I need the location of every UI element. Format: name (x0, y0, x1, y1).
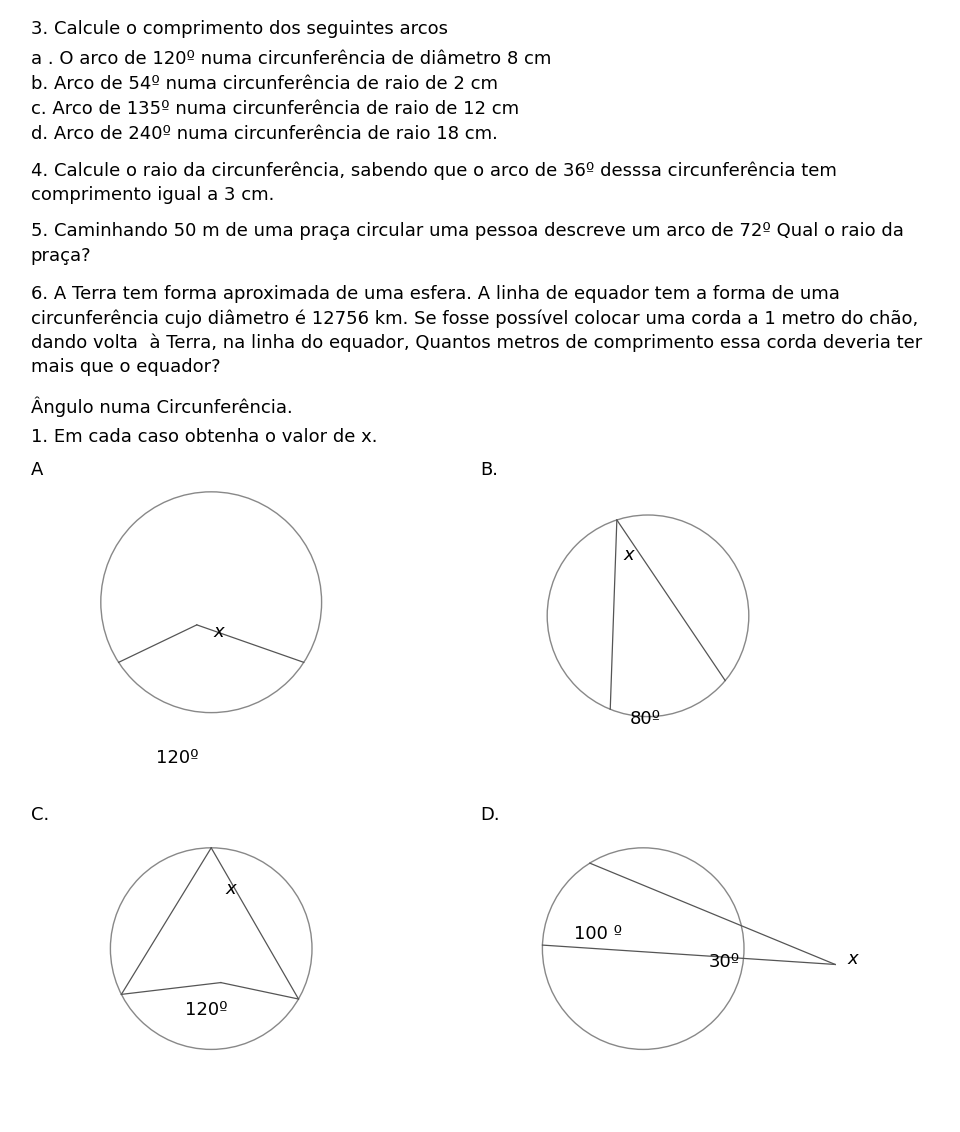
Text: A: A (31, 461, 43, 479)
Text: a . O arco de 120º numa circunferência de diâmetro 8 cm: a . O arco de 120º numa circunferência d… (31, 50, 551, 68)
Text: mais que o equador?: mais que o equador? (31, 358, 221, 376)
Text: 100 º: 100 º (574, 925, 622, 943)
Text: 6. A Terra tem forma aproximada de uma esfera. A linha de equador tem a forma de: 6. A Terra tem forma aproximada de uma e… (31, 285, 840, 303)
Text: x: x (213, 623, 225, 641)
Text: B.: B. (480, 461, 498, 479)
Text: 120º: 120º (156, 749, 199, 767)
Text: 5. Caminhando 50 m de uma praça circular uma pessoa descreve um arco de 72º Qual: 5. Caminhando 50 m de uma praça circular… (31, 222, 903, 240)
Text: 3. Calcule o comprimento dos seguintes arcos: 3. Calcule o comprimento dos seguintes a… (31, 20, 447, 38)
Text: b. Arco de 54º numa circunferência de raio de 2 cm: b. Arco de 54º numa circunferência de ra… (31, 75, 497, 93)
Text: x: x (623, 546, 635, 564)
Text: 30º: 30º (709, 953, 740, 971)
Text: x: x (225, 880, 236, 898)
Text: 80º: 80º (630, 710, 660, 728)
Text: x: x (847, 950, 858, 968)
Text: circunferência cujo diâmetro é 12756 km. Se fosse possível colocar uma corda a 1: circunferência cujo diâmetro é 12756 km.… (31, 309, 918, 327)
Text: C.: C. (31, 806, 49, 824)
Text: 4. Calcule o raio da circunferência, sabendo que o arco de 36º desssa circunferê: 4. Calcule o raio da circunferência, sab… (31, 162, 836, 180)
Text: c. Arco de 135º numa circunferência de raio de 12 cm: c. Arco de 135º numa circunferência de r… (31, 100, 518, 118)
Text: D.: D. (480, 806, 499, 824)
Text: d. Arco de 240º numa circunferência de raio 18 cm.: d. Arco de 240º numa circunferência de r… (31, 125, 497, 143)
Text: 120º: 120º (185, 1001, 228, 1019)
Text: 1. Em cada caso obtenha o valor de x.: 1. Em cada caso obtenha o valor de x. (31, 428, 377, 446)
Text: dando volta  à Terra, na linha do equador, Quantos metros de comprimento essa co: dando volta à Terra, na linha do equador… (31, 334, 922, 352)
Text: Ângulo numa Circunferência.: Ângulo numa Circunferência. (31, 396, 293, 417)
Text: comprimento igual a 3 cm.: comprimento igual a 3 cm. (31, 186, 275, 204)
Text: praça?: praça? (31, 247, 91, 265)
